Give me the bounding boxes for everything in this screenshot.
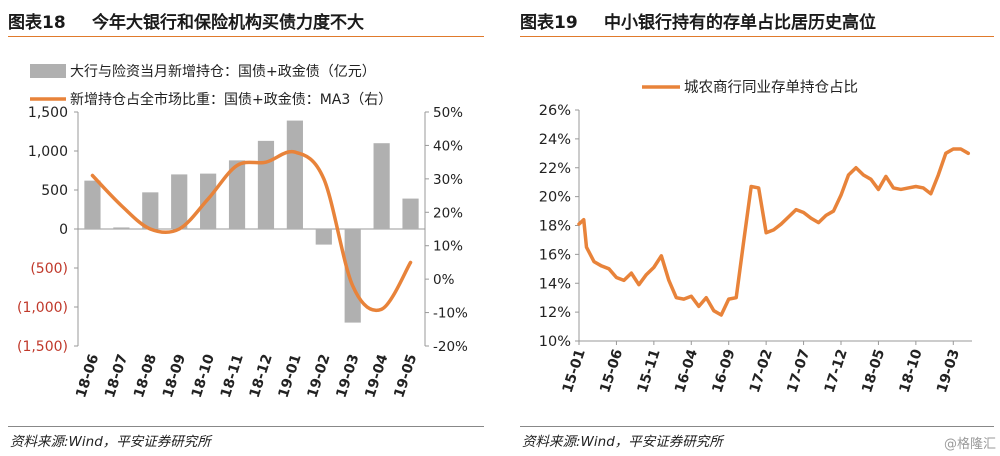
x-tick-label: 18-07 <box>102 352 131 400</box>
figure-18-header: 图表18 今年大银行和保险机构买债力度不大 <box>8 4 484 37</box>
left-y-tick-label: 1,000 <box>28 144 68 160</box>
left-y-tick-label: 500 <box>41 183 68 199</box>
x-tick-label: 19-04 <box>362 352 391 400</box>
y-tick-label: 22% <box>539 161 571 177</box>
x-tick-label: 19-01 <box>276 352 305 400</box>
bar-18-06 <box>84 180 101 229</box>
deposit-share-line <box>577 147 971 317</box>
x-tick-label: 18-11 <box>218 352 247 400</box>
x-tick-label: 15-01 <box>560 347 589 395</box>
bar-19-03 <box>344 229 361 323</box>
left-y-tick-label: (1,000) <box>17 300 68 316</box>
figure-18-footer-rule <box>8 426 484 427</box>
x-tick-label: 18-08 <box>131 352 160 400</box>
x-tick-label: 18-05 <box>859 347 888 395</box>
x-tick-label: 17-12 <box>822 347 851 395</box>
x-tick-label: 18-12 <box>247 352 276 400</box>
right-y-tick-label: -20% <box>433 339 468 355</box>
right-y-tick-label: 30% <box>433 172 463 188</box>
x-tick-label: 18-09 <box>160 352 189 400</box>
x-tick-label: 17-02 <box>747 347 776 395</box>
x-tick-label: 19-02 <box>305 352 334 400</box>
bar-18-12 <box>257 140 275 229</box>
x-tick-label: 16-04 <box>672 347 701 395</box>
legend-bar-swatch <box>30 64 66 78</box>
bar-19-01 <box>286 120 303 229</box>
right-y-tick-label: 10% <box>433 239 463 255</box>
ma3-share-line <box>90 149 413 313</box>
y-tick-label: 16% <box>539 247 571 263</box>
left-y-tick-label: 1,500 <box>28 105 68 121</box>
right-y-tick-label: 40% <box>433 138 463 154</box>
figure-18-chart: 1,500 1,000 500 0 (500) (1,000) (1,500) 50% 40% 3… <box>17 64 468 400</box>
y-tick-label: 12% <box>539 305 571 321</box>
figure-18-title-rule <box>8 36 484 37</box>
bar-18-08 <box>142 192 159 229</box>
left-y-tick-label: (1,500) <box>17 339 68 355</box>
figure-19-footer-rule <box>520 426 994 427</box>
left-y-tick-label: (500) <box>30 261 68 277</box>
x-tick-label: 18-10 <box>897 347 926 395</box>
figure-19-number: 图表19 <box>520 13 578 33</box>
bar-18-11 <box>228 160 246 229</box>
y-tick-label: 26% <box>539 103 571 119</box>
figure-18-source: 资料来源:Wind，平安证券研究所 <box>10 434 211 450</box>
x-tick-label: 15-06 <box>597 347 626 395</box>
y-tick-label: 18% <box>539 219 571 235</box>
bar-19-04 <box>373 143 390 229</box>
right-y-tick-label: 0% <box>433 272 455 288</box>
legend-bar-label: 大行与险资当月新增持仓：国债+政金债（亿元） <box>70 64 376 80</box>
figure-19-header: 图表19 中小银行持有的存单占比居历史高位 <box>520 4 994 37</box>
x-tick-label: 16-09 <box>709 347 738 395</box>
figure-19-panel: 图表19 中小银行持有的存单占比居历史高位 26% 24% 22% 20% 18% 16%… <box>512 0 1000 456</box>
left-y-tick-label: 0 <box>59 222 68 238</box>
x-tick-label: 19-03 <box>333 352 362 400</box>
bar-18-09 <box>171 174 188 229</box>
x-tick-label: 17-07 <box>784 347 813 395</box>
x-tick-label: 19-05 <box>391 352 420 400</box>
figure-19-source: 资料来源:Wind，平安证券研究所 <box>522 434 723 450</box>
figure-19-chart: 26% 24% 22% 20% 18% 16% 14% 12% 10%15-01 15-06 15-… <box>539 79 972 395</box>
y-tick-label: 24% <box>539 132 571 148</box>
y-tick-label: 14% <box>539 276 571 292</box>
x-tick-label: 19-03 <box>934 347 963 395</box>
x-tick-label: 18-06 <box>73 352 102 400</box>
corner-watermark: @格隆汇 <box>943 437 996 452</box>
right-y-tick-label: -10% <box>433 306 468 322</box>
bar-19-05 <box>402 198 419 229</box>
bar-19-02 <box>315 229 332 245</box>
figure-18-panel: 图表18 今年大银行和保险机构买债力度不大 1,500 1,000 500 0 (500… <box>0 0 490 456</box>
bar-18-07 <box>113 227 130 229</box>
figure-18-number: 图表18 <box>8 13 66 33</box>
x-tick-label: 15-11 <box>635 347 664 395</box>
legend-label: 城农商行同业存单持仓占比 <box>684 79 858 96</box>
x-tick-label: 18-10 <box>189 352 218 400</box>
right-y-tick-label: 50% <box>433 105 463 121</box>
figure-19-title-rule <box>520 36 994 37</box>
legend-line-label: 新增持仓占全市场比重：国债+政金债：MA3（右） <box>70 91 392 108</box>
figure-18-title: 今年大银行和保险机构买债力度不大 <box>92 13 364 33</box>
right-y-tick-label: 20% <box>433 205 463 221</box>
figure-19-title: 中小银行持有的存单占比居历史高位 <box>604 13 876 33</box>
y-tick-label: 20% <box>539 190 571 206</box>
y-tick-label: 10% <box>539 334 571 350</box>
